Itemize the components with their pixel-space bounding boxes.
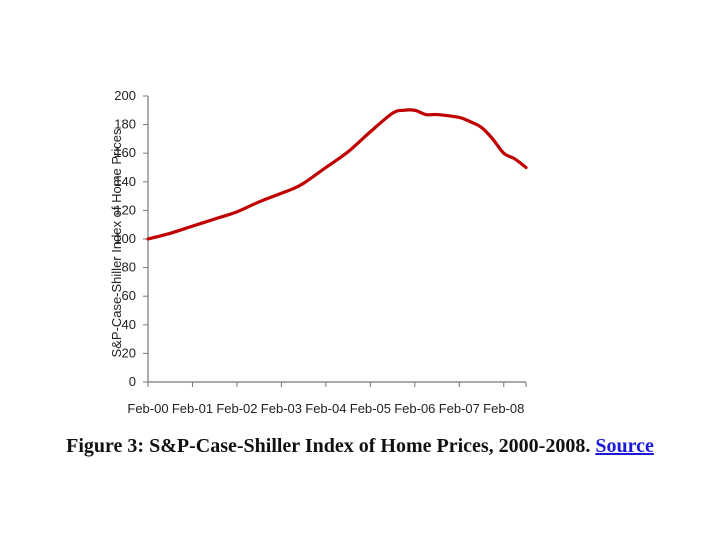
y-tick-label: 120 bbox=[114, 202, 136, 217]
y-tick-label: 160 bbox=[114, 145, 136, 160]
x-tick-label: Feb-05 bbox=[350, 401, 391, 416]
y-tick-label: 100 bbox=[114, 231, 136, 246]
series-line bbox=[146, 108, 528, 241]
x-tick-label: Feb-04 bbox=[305, 401, 346, 416]
series-group bbox=[146, 108, 528, 241]
y-tick-label: 60 bbox=[122, 288, 136, 303]
x-tick-label: Feb-00 bbox=[127, 401, 168, 416]
chart: 0 20 40 60 80 100 120 140 160 180 200 Feb-00 Feb-01… bbox=[109, 88, 528, 416]
x-tick-label: Feb-01 bbox=[172, 401, 213, 416]
x-tick-label: Feb-06 bbox=[394, 401, 435, 416]
y-tick-label: 20 bbox=[122, 345, 136, 360]
x-tick-label: Feb-03 bbox=[261, 401, 302, 416]
x-tick-label: Feb-07 bbox=[439, 401, 480, 416]
y-tick-label: 0 bbox=[129, 374, 136, 389]
y-tick-label: 180 bbox=[114, 117, 136, 132]
y-tick-label: 80 bbox=[122, 260, 136, 275]
y-axis-label: S&P-Case-Shiller Index of Home Prices bbox=[109, 128, 124, 358]
y-axis: 0 20 40 60 80 100 120 140 160 180 200 bbox=[114, 88, 149, 389]
y-tick-label: 40 bbox=[122, 317, 136, 332]
figure-caption: Figure 3: S&P-Case-Shiller Index of Home… bbox=[0, 435, 720, 458]
caption-text: Figure 3: S&P-Case-Shiller Index of Home… bbox=[66, 435, 591, 457]
y-tick-label: 200 bbox=[114, 88, 136, 103]
y-tick-label: 140 bbox=[114, 174, 136, 189]
x-tick-label: Feb-02 bbox=[216, 401, 257, 416]
x-tick-label: Feb-08 bbox=[483, 401, 524, 416]
x-axis: Feb-00 Feb-01 Feb-02 Feb-03 Feb-04 Feb-05 Feb-… bbox=[127, 381, 527, 416]
source-link[interactable]: Source bbox=[595, 435, 654, 457]
